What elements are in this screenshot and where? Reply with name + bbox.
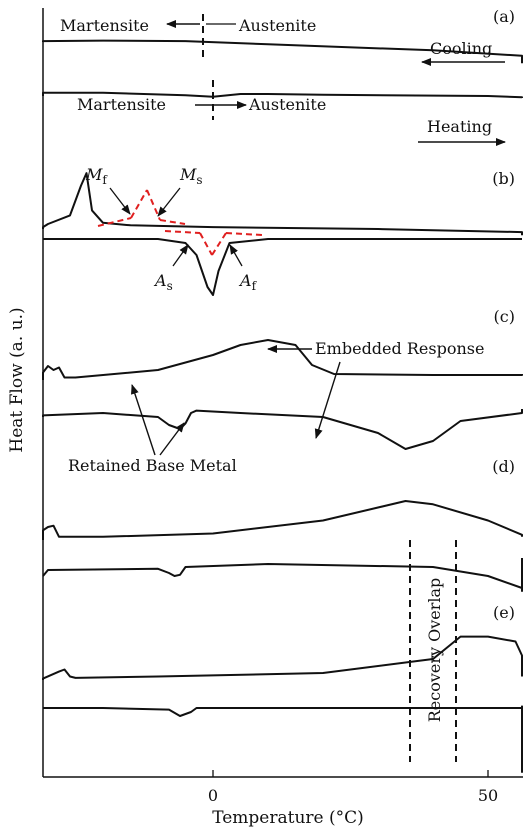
series-layer: [42, 39, 523, 773]
annotation-retained-base-metal: Retained Base Metal: [68, 456, 237, 475]
panel-label-d: (d): [492, 457, 515, 476]
annotation-embedded-response: Embedded Response: [315, 339, 484, 358]
annotation-martensite-heating: Martensite: [77, 95, 166, 114]
panel-d-heating-curve: [42, 558, 523, 592]
arrow-as: [172, 244, 189, 267]
panel-label-b: (b): [492, 169, 515, 188]
annotation-cooling: Cooling: [430, 39, 492, 58]
x-axis-title: Temperature (°C): [212, 808, 364, 828]
x-tick-label: 0: [208, 786, 218, 805]
annotation-austenite-cooling: Austenite: [238, 16, 316, 35]
arrow-embedded-to-cooling: [314, 361, 341, 439]
x-tick-label: 50: [478, 786, 498, 805]
label-af: Af: [238, 271, 258, 293]
panel-label-e: (e): [493, 603, 515, 622]
panel-d-cooling-curve: [42, 500, 523, 540]
annotation-martensite-cooling: Martensite: [60, 16, 149, 35]
tangent-construction: [97, 189, 263, 256]
arrow-ms: [157, 187, 181, 217]
label-ms: Ms: [179, 165, 203, 187]
arrow-retained-to-cooling: [159, 422, 185, 456]
annotation-recovery-overlap: Recovery Overlap: [425, 578, 444, 723]
panel-b-cooling-curve: [42, 172, 523, 236]
panel-a-cooling-curve: [42, 39, 523, 64]
arrow-mf: [109, 187, 131, 215]
arrow-retained-to-heating: [131, 384, 156, 456]
annotation-heating: Heating: [427, 117, 492, 136]
panel-b-heating-curve: [43, 238, 522, 296]
label-mf: Mf: [85, 165, 108, 187]
panel-c-heating-curve: [42, 409, 523, 450]
panel-label-a: (a): [493, 7, 515, 26]
label-as: As: [153, 271, 173, 293]
arrow-af: [229, 244, 243, 267]
panel-a-heating-curve: [42, 91, 523, 99]
annotation-austenite-heating: Austenite: [248, 95, 326, 114]
panel-e-heating-curve: [43, 705, 523, 773]
y-axis-title: Heat Flow (a. u.): [7, 307, 27, 452]
panel-c-cooling-curve: [42, 339, 523, 380]
panel-label-c: (c): [494, 307, 515, 326]
panel-e-cooling-curve: [42, 635, 523, 680]
x-ticks: −50050100: [208, 770, 498, 805]
